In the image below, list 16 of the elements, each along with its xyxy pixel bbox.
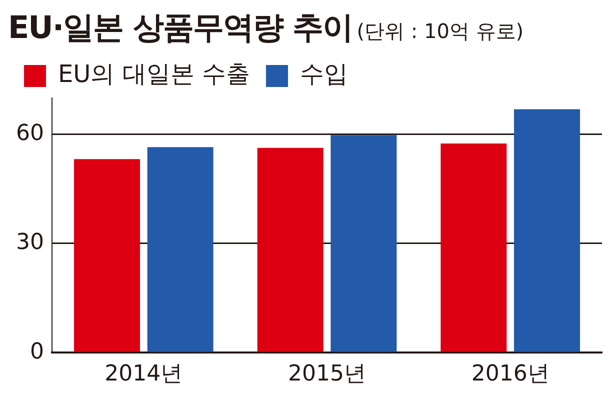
bar bbox=[514, 109, 580, 352]
bar bbox=[330, 135, 397, 352]
x-tick-label: 2015년 bbox=[288, 362, 366, 387]
x-tick-label: 2014년 bbox=[104, 362, 183, 387]
legend-label: 수입 bbox=[300, 60, 348, 88]
x-tick-label: 2016년 bbox=[471, 362, 550, 387]
y-tick-label: 30 bbox=[16, 230, 44, 256]
y-tick-label: 60 bbox=[16, 121, 44, 146]
chart-title: EU·일본 상품무역량 추이 bbox=[8, 10, 353, 46]
chart-subtitle: (단위 : 10억 유로) bbox=[356, 19, 524, 43]
bar bbox=[147, 147, 214, 352]
legend-label: EU의 대일본 수출 bbox=[58, 60, 250, 88]
y-tick-label: 0 bbox=[30, 339, 44, 364]
bar bbox=[257, 148, 324, 352]
bar bbox=[74, 159, 140, 352]
bar bbox=[440, 143, 507, 352]
